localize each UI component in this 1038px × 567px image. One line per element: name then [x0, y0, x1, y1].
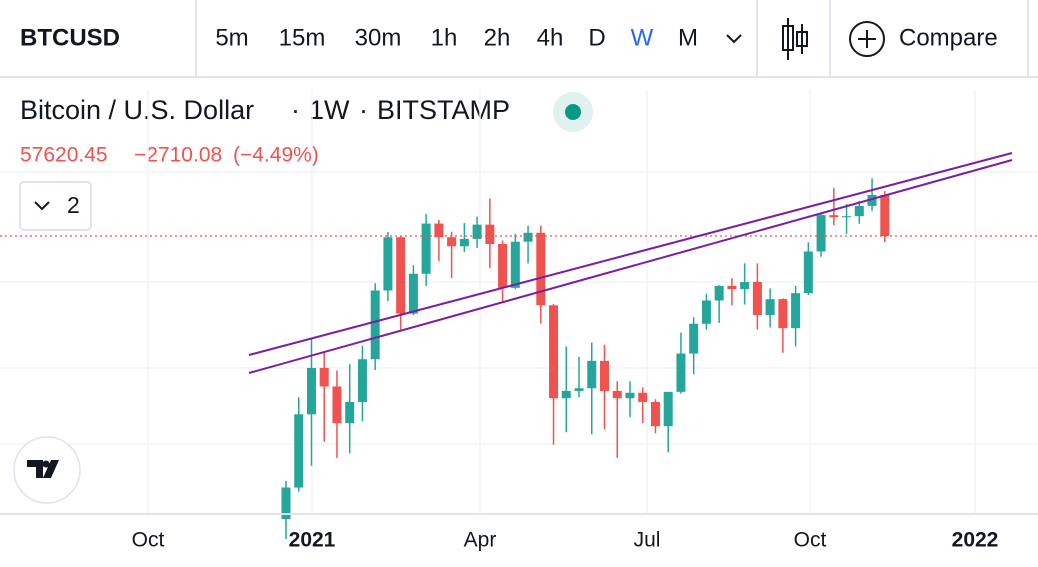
candle-body [319, 367, 329, 387]
x-tick-label: Oct [794, 529, 827, 552]
candle-body [421, 223, 431, 274]
candle-body [332, 386, 342, 424]
interval-button[interactable]: D [588, 24, 605, 51]
candle-body [676, 353, 686, 392]
candle-body [842, 216, 852, 218]
candle-body [587, 360, 597, 389]
exchange: BITSTAMP [377, 95, 510, 125]
chevron [34, 201, 50, 211]
symbol-name: Bitcoin / U.S. Dollar [20, 95, 254, 125]
candle-body [536, 232, 546, 306]
candle-body [765, 299, 775, 316]
candle-body [510, 241, 520, 288]
change-percent: (−4.49%) [233, 144, 319, 167]
interval: 1W [309, 95, 350, 125]
candle-body [612, 390, 622, 399]
compare-button[interactable]: Compare [899, 24, 998, 51]
toolbar [0, 0, 1038, 77]
candle-body [638, 392, 648, 402]
interval-button[interactable]: 1h [431, 24, 458, 51]
candle-body [740, 282, 750, 290]
candle-body [791, 293, 801, 329]
candle-body [485, 224, 495, 244]
candle-body [383, 237, 393, 291]
candle-body [294, 414, 304, 488]
interval-dropdown[interactable] [726, 34, 742, 44]
interval-button[interactable]: 4h [537, 24, 564, 51]
interval-button[interactable]: 15m [279, 24, 326, 51]
candle-body [408, 273, 418, 314]
x-tick-label: Jul [634, 529, 661, 552]
candle-body [816, 215, 826, 252]
candle-body [472, 224, 482, 239]
candle-body [867, 194, 877, 206]
candle-body [600, 360, 609, 391]
candle-body [447, 237, 457, 247]
plot [0, 178, 1038, 539]
indicators-toggle[interactable] [19, 181, 92, 231]
candle-body [854, 205, 864, 217]
interval-button[interactable]: 5m [215, 24, 248, 51]
compare-icon[interactable] [849, 21, 885, 57]
candle-body [829, 215, 839, 218]
interval-button[interactable]: 2h [484, 24, 511, 51]
candle-body [498, 243, 508, 288]
candle-body [663, 391, 673, 427]
trend-line[interactable] [248, 159, 1013, 374]
candle-body [727, 285, 737, 290]
chart-style-icon[interactable] [782, 18, 808, 60]
candle-body [714, 285, 724, 301]
candle-body [523, 232, 533, 242]
separator: · [359, 95, 368, 125]
candle-body [396, 237, 406, 314]
logo[interactable] [13, 436, 81, 504]
candle-body [281, 487, 291, 520]
x-tick-label: Apr [464, 529, 497, 552]
indicators-count: 2 [67, 192, 80, 218]
candle-body [650, 401, 660, 427]
trend-line[interactable] [248, 152, 1013, 356]
candle-body [357, 359, 367, 402]
x-tick-label: Oct [132, 529, 165, 552]
market-status [565, 104, 581, 120]
candle-body [574, 388, 584, 391]
candle-body [625, 392, 635, 399]
candle-body [689, 323, 699, 354]
candle-body [561, 390, 571, 399]
interval-button[interactable]: W [631, 24, 654, 51]
x-tick-label: 2021 [289, 529, 336, 552]
candle-body [434, 223, 444, 238]
candle-body [803, 251, 813, 294]
candle-body [345, 401, 355, 424]
candle-body [459, 238, 469, 247]
candle-body [549, 305, 559, 399]
candle-body [752, 282, 762, 316]
candle-body [880, 194, 890, 236]
separator: · [291, 95, 300, 125]
interval-button[interactable]: 30m [355, 24, 402, 51]
candle-body [778, 299, 788, 329]
candle-body [306, 367, 316, 415]
candle-body [370, 290, 380, 360]
x-tick-label: 2022 [952, 529, 999, 552]
interval-button[interactable]: M [678, 24, 698, 51]
last-price: 57620.45 [20, 144, 108, 167]
change: −2710.08 [134, 144, 222, 167]
candle-body [701, 300, 711, 324]
symbol[interactable]: BTCUSD [20, 24, 120, 51]
